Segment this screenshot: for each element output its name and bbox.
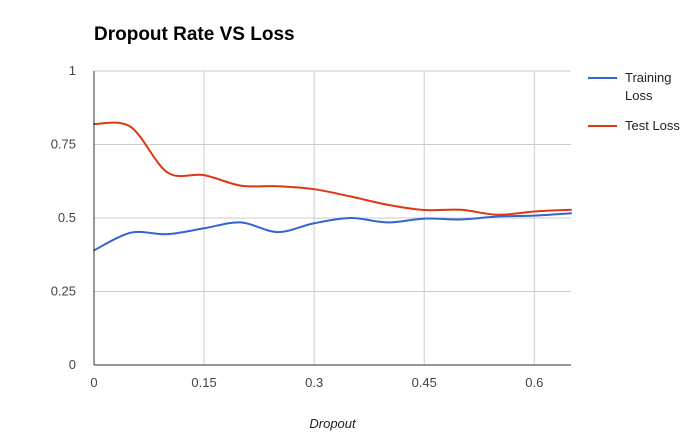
legend-item: Training Loss	[588, 70, 671, 103]
x-tick-label: 0.15	[191, 375, 216, 390]
y-tick-label: 0.25	[51, 284, 76, 299]
x-tick-label: 0	[90, 375, 97, 390]
legend: Training Loss Test Loss	[588, 70, 680, 133]
x-tick-label: 0.6	[525, 375, 543, 390]
x-tick-label: 0.3	[305, 375, 323, 390]
series-line-test-loss	[93, 121, 572, 216]
x-tick-label: 0.45	[412, 375, 437, 390]
y-axis-tick-labels: 0 0.25 0.5 0.75 1	[51, 63, 76, 372]
x-axis-tick-labels: 0 0.15 0.3 0.45 0.6	[90, 375, 543, 390]
legend-label: Test Loss	[625, 118, 680, 133]
grid-lines	[94, 70, 571, 365]
legend-item: Test Loss	[588, 118, 680, 133]
chart-title: Dropout Rate VS Loss	[94, 24, 295, 45]
y-tick-label: 1	[69, 63, 76, 78]
y-tick-label: 0.75	[51, 137, 76, 152]
axes	[93, 71, 571, 366]
series-line-training-loss	[93, 212, 572, 252]
x-axis-label: Dropout	[309, 416, 357, 431]
y-tick-label: 0.5	[58, 210, 76, 225]
y-tick-label: 0	[69, 357, 76, 372]
legend-label: Training Loss	[625, 70, 671, 103]
series-lines	[93, 121, 572, 252]
